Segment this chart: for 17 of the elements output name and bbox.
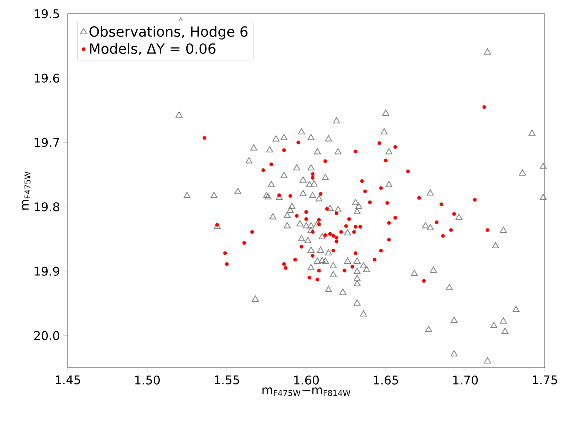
x-tick-label: 1.70	[454, 376, 478, 385]
y-tick-label: 19.7	[34, 138, 60, 148]
x-tick-label: 1.50	[136, 376, 160, 385]
x-tick-label: 1.60	[294, 376, 320, 385]
x-tick-label: 1.55	[215, 376, 240, 385]
legend-label: Observations, Hodge 6	[90, 26, 248, 40]
x-tick-label: 1.65	[374, 376, 398, 385]
y-tick-label: 19.5	[34, 9, 60, 19]
y-tick-label: 20.0	[34, 331, 60, 340]
x-axis-title: m$_{F475W}$−m$_{F814W}$	[262, 388, 351, 396]
x-tick-label: 1.45	[56, 376, 80, 385]
y-tick-label: 19.8	[34, 202, 60, 212]
y-axis-title: m$_{F475W}$	[22, 172, 31, 210]
y-tick-label: 19.9	[34, 266, 60, 276]
y-tick-label: 19.6	[34, 74, 60, 83]
x-tick-label: 1.75	[533, 376, 558, 385]
legend-label: Models, ΔY = 0.06	[90, 43, 216, 56]
